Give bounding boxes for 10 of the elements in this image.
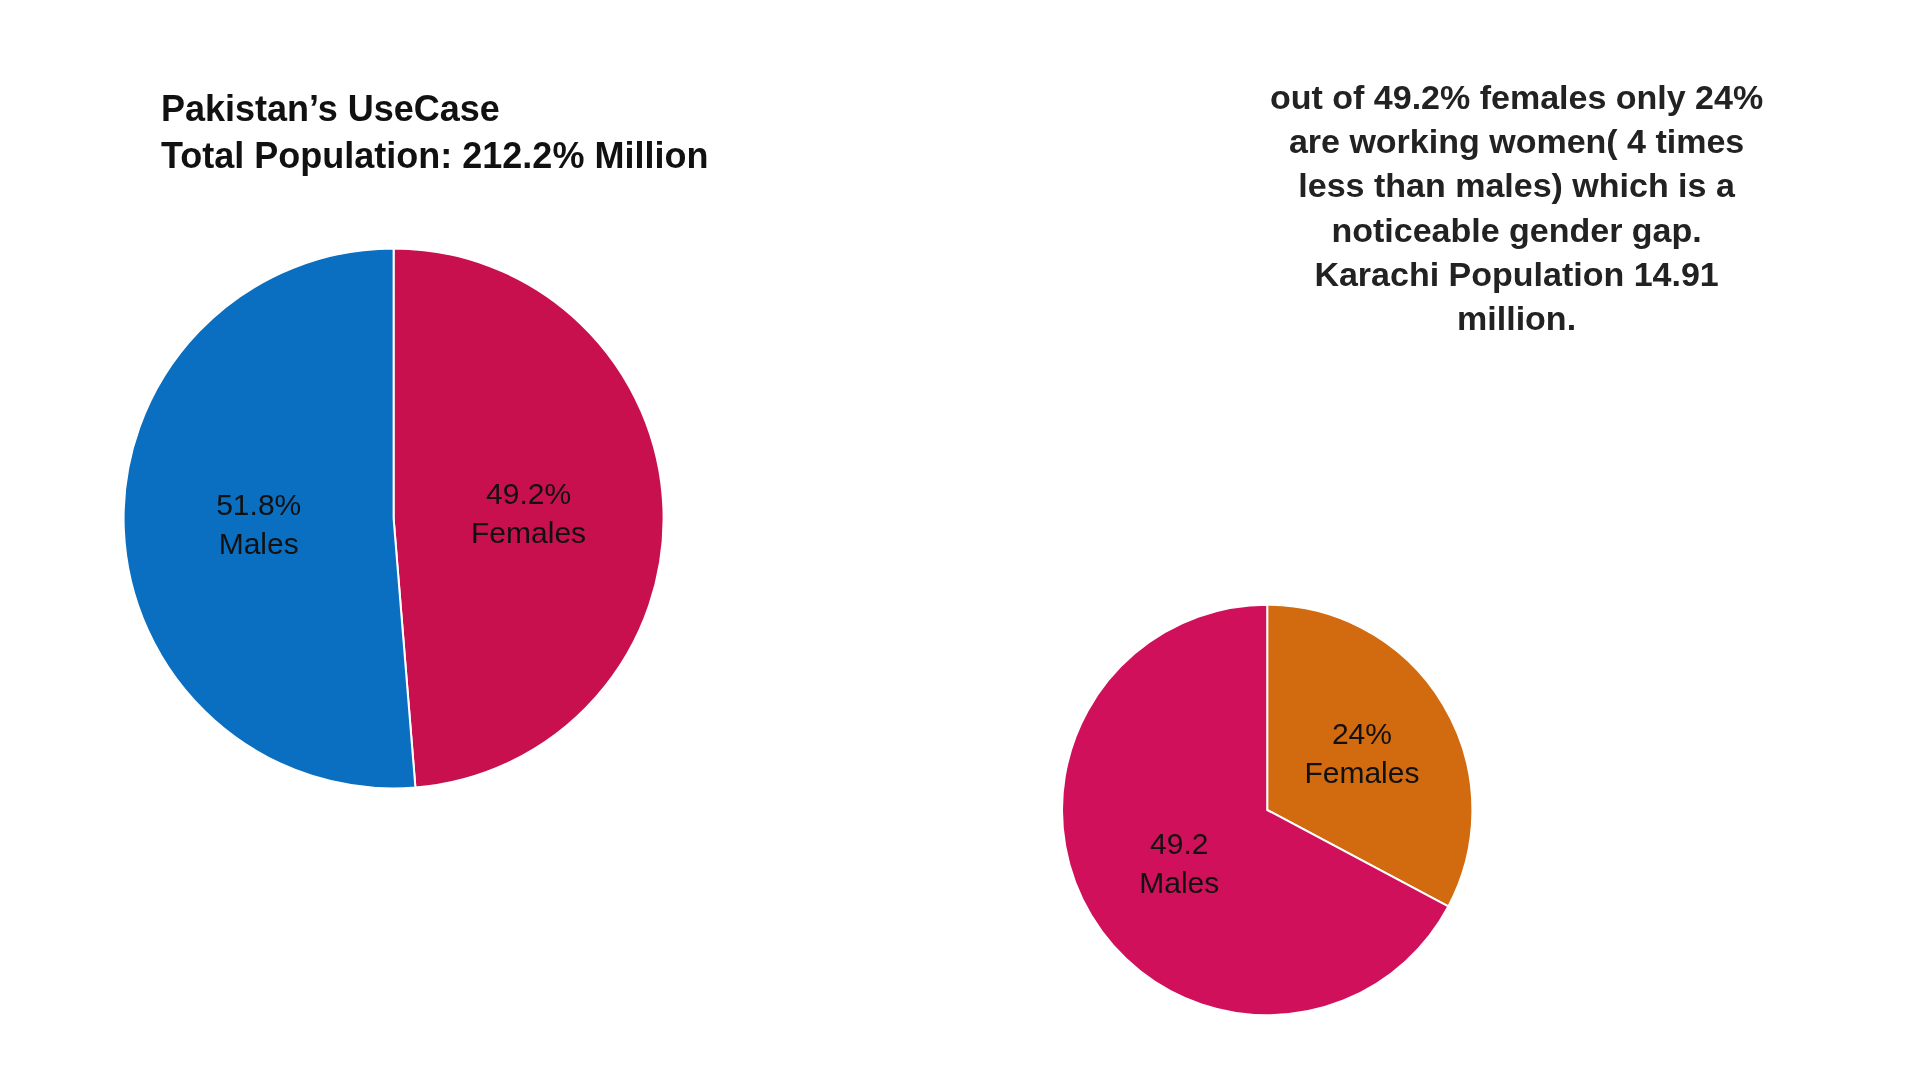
data-label: 51.8% [216, 487, 302, 521]
data-label: 49.2% [486, 476, 572, 510]
slice-label: Females [1304, 756, 1420, 790]
slice-label: Males [1139, 865, 1220, 899]
slice-label: Males [218, 526, 299, 560]
data-label: 49.2 [1150, 826, 1209, 860]
chart-title: Pakistan’s UseCase Total Population: 212.2% Million [161, 88, 709, 176]
text: out of 49.2% females only 24% are working women( 4 times less than males) which is a noticeable gender gap. Karachi Population 14.91 million. [1270, 78, 1764, 337]
data-label: 24% [1331, 717, 1392, 751]
slice-label: Females [471, 515, 587, 549]
